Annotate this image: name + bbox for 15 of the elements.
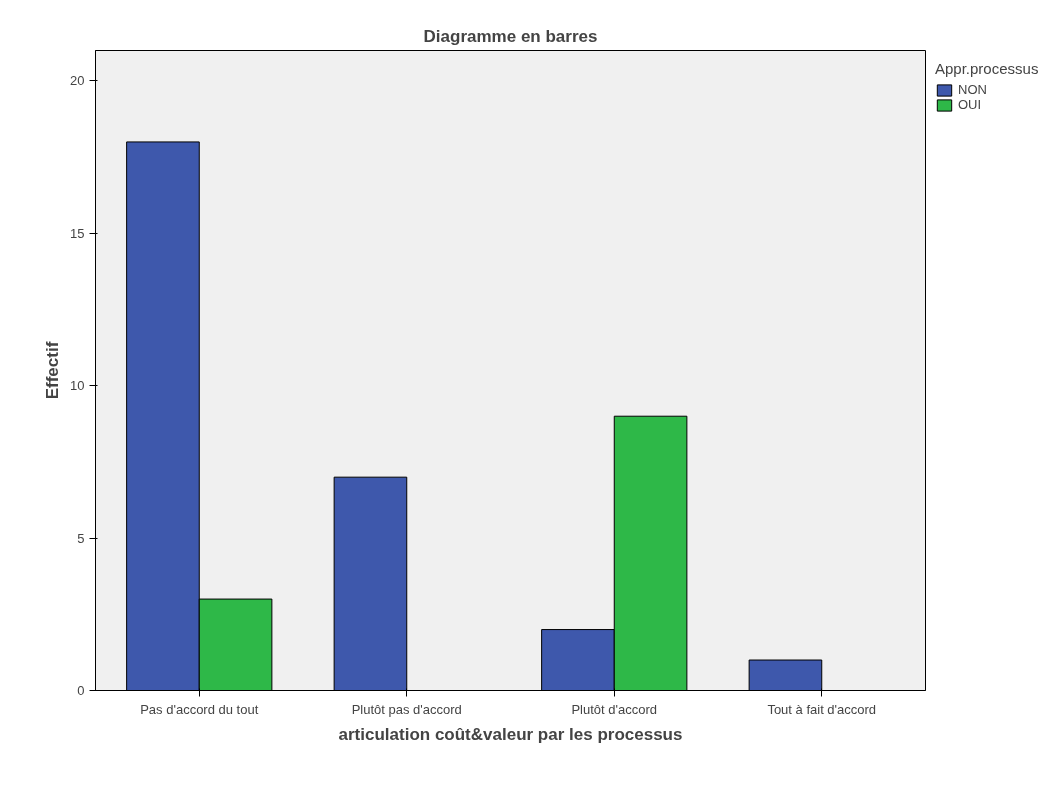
chart-title: Diagramme en barres (423, 26, 598, 46)
y-tick-label: 0 (77, 683, 85, 698)
x-axis-title: articulation coût&valeur par les processus (338, 724, 683, 744)
legend-title: Appr.processus (935, 60, 1039, 77)
x-tick-label: Pas d'accord du tout (140, 701, 259, 717)
y-tick-label: 5 (77, 530, 85, 546)
y-axis-title: Effectif (43, 341, 63, 400)
y-tick-label: 20 (70, 73, 85, 89)
x-tick-label: Tout à fait d'accord (767, 701, 877, 717)
legend-label: NON (958, 82, 987, 97)
x-tick-label: Plutôt d'accord (571, 701, 658, 717)
legend-label: OUI (958, 97, 982, 112)
y-tick-label: 10 (70, 378, 85, 394)
x-tick-label: Plutôt pas d'accord (351, 701, 462, 717)
y-tick-label: 15 (70, 225, 85, 241)
